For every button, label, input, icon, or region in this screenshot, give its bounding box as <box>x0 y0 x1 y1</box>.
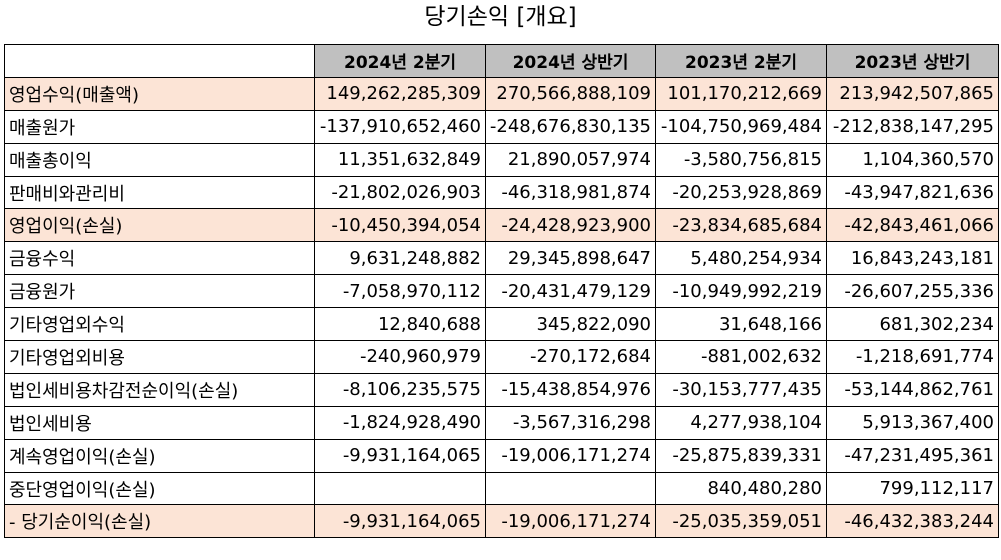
value-cell: 31,648,166 <box>655 307 827 342</box>
table-row: 법인세비용 -1,824,928,490 -3,567,316,298 4,277,9… <box>4 405 999 440</box>
value-cell: 799,112,117 <box>826 471 999 506</box>
table-row: 금융수익 9,631,248,882 29,345,898,647 5,480,254… <box>4 241 999 276</box>
value-cell: -1,218,691,774 <box>826 340 999 374</box>
table-row: 판매비와관리비 -21,802,026,903 -46,318,981,874 -20… <box>4 175 999 210</box>
header-cell-2023-q2: 2023년 2분기 <box>655 44 827 78</box>
value-cell: -240,960,979 <box>314 340 486 374</box>
header-cell-2024-q2: 2024년 2분기 <box>314 44 486 78</box>
value-cell: -46,432,383,244 <box>826 504 999 539</box>
value-cell: 101,170,212,669 <box>655 76 827 111</box>
value-cell: -19,006,171,274 <box>485 504 656 539</box>
value-cell: 840,480,280 <box>655 471 827 506</box>
value-cell: -25,035,359,051 <box>655 504 827 539</box>
value-cell: -1,824,928,490 <box>314 405 486 440</box>
value-cell: -104,750,969,484 <box>655 109 827 144</box>
table-row: 매출총이익 11,351,632,849 21,890,057,974 -3,580,… <box>4 142 999 177</box>
value-cell: -9,931,164,065 <box>314 504 486 539</box>
value-cell: -42,843,461,066 <box>826 208 999 243</box>
row-label: 판매비와관리비 <box>4 175 315 210</box>
value-cell <box>485 471 656 506</box>
table-row: 계속영업이익(손실) -9,931,164,065 -19,006,171,274-… <box>4 438 999 473</box>
row-label: 매출원가 <box>4 109 315 144</box>
value-cell: 12,840,688 <box>314 307 486 342</box>
income-statement-table: 2024년 2분기 2024년 상반기 2023년 2분기 2023년 상반기 … <box>4 44 999 539</box>
value-cell: -8,106,235,575 <box>314 372 486 407</box>
value-cell: 11,351,632,849 <box>314 142 486 177</box>
table-row: 금융원가 -7,058,970,112 -20,431,479,129 -10,949… <box>4 274 999 309</box>
value-cell: 16,843,243,181 <box>826 241 999 276</box>
table-row: 매출원가 -137,910,652,460 -248,676,830,135 -104… <box>4 109 999 144</box>
table-row: 영업이익(손실) -10,450,394,054 -24,428,923,900 -2… <box>4 208 999 243</box>
row-label: 법인세비용차감전순이익(손실) <box>4 372 315 407</box>
value-cell: -270,172,684 <box>485 340 656 374</box>
value-cell: 29,345,898,647 <box>485 241 656 276</box>
header-cell-2024-h1: 2024년 상반기 <box>485 44 656 78</box>
value-cell: -26,607,255,336 <box>826 274 999 309</box>
value-cell: -30,153,777,435 <box>655 372 827 407</box>
value-cell: -21,802,026,903 <box>314 175 486 210</box>
row-label: 금융수익 <box>4 241 315 276</box>
table-row: 기타영업외수익 12,840,688 345,822,090 31,648,166 68… <box>4 307 999 342</box>
value-cell: -10,949,992,219 <box>655 274 827 309</box>
header-cell-blank <box>4 44 315 78</box>
value-cell: 5,480,254,934 <box>655 241 827 276</box>
value-cell: -10,450,394,054 <box>314 208 486 243</box>
value-cell: -9,931,164,065 <box>314 438 486 473</box>
value-cell: -53,144,862,761 <box>826 372 999 407</box>
value-cell: 1,104,360,570 <box>826 142 999 177</box>
value-cell: -3,580,756,815 <box>655 142 827 177</box>
value-cell: -43,947,821,636 <box>826 175 999 210</box>
value-cell: 5,913,367,400 <box>826 405 999 440</box>
table-row: - 당기순이익(손실) -9,931,164,065 -19,006,171,274… <box>4 504 999 539</box>
row-label: 법인세비용 <box>4 405 315 440</box>
row-label: 기타영업외비용 <box>4 340 315 374</box>
row-label: 중단영업이익(손실) <box>4 471 315 506</box>
value-cell: 345,822,090 <box>485 307 656 342</box>
header-row: 2024년 2분기 2024년 상반기 2023년 2분기 2023년 상반기 <box>4 44 999 78</box>
value-cell: 270,566,888,109 <box>485 76 656 111</box>
value-cell: 149,262,285,309 <box>314 76 486 111</box>
value-cell: -24,428,923,900 <box>485 208 656 243</box>
value-cell: -248,676,830,135 <box>485 109 656 144</box>
value-cell: 21,890,057,974 <box>485 142 656 177</box>
value-cell: -47,231,495,361 <box>826 438 999 473</box>
row-label: 금융원가 <box>4 274 315 309</box>
value-cell: -881,002,632 <box>655 340 827 374</box>
value-cell: 213,942,507,865 <box>826 76 999 111</box>
table-row: 법인세비용차감전순이익(손실) -8,106,235,575 -15,438,854… <box>4 372 999 407</box>
header-cell-2023-h1: 2023년 상반기 <box>826 44 999 78</box>
value-cell: -23,834,685,684 <box>655 208 827 243</box>
value-cell: -20,253,928,869 <box>655 175 827 210</box>
row-label: 기타영업외수익 <box>4 307 315 342</box>
row-label: 계속영업이익(손실) <box>4 438 315 473</box>
table-row: 기타영업외비용 -240,960,979 -270,172,684 -881,002,… <box>4 340 999 374</box>
value-cell: 4,277,938,104 <box>655 405 827 440</box>
row-label: 영업이익(손실) <box>4 208 315 243</box>
value-cell: -15,438,854,976 <box>485 372 656 407</box>
value-cell: -3,567,316,298 <box>485 405 656 440</box>
page-title: 당기손익 [개요] <box>424 4 577 30</box>
value-cell: 9,631,248,882 <box>314 241 486 276</box>
value-cell: -212,838,147,295 <box>826 109 999 144</box>
row-label: - 당기순이익(손실) <box>4 504 315 539</box>
table-row: 영업수익(매출액) 149,262,285,309 270,566,888,109 1… <box>4 76 999 111</box>
value-cell: -137,910,652,460 <box>314 109 486 144</box>
table-row: 중단영업이익(손실) 840,480,280 799,112,117 <box>4 471 999 506</box>
value-cell: -20,431,479,129 <box>485 274 656 309</box>
value-cell: 681,302,234 <box>826 307 999 342</box>
row-label: 매출총이익 <box>4 142 315 177</box>
value-cell: -46,318,981,874 <box>485 175 656 210</box>
value-cell: -25,875,839,331 <box>655 438 827 473</box>
value-cell <box>314 471 486 506</box>
row-label: 영업수익(매출액) <box>4 76 315 111</box>
value-cell: -19,006,171,274 <box>485 438 656 473</box>
value-cell: -7,058,970,112 <box>314 274 486 309</box>
